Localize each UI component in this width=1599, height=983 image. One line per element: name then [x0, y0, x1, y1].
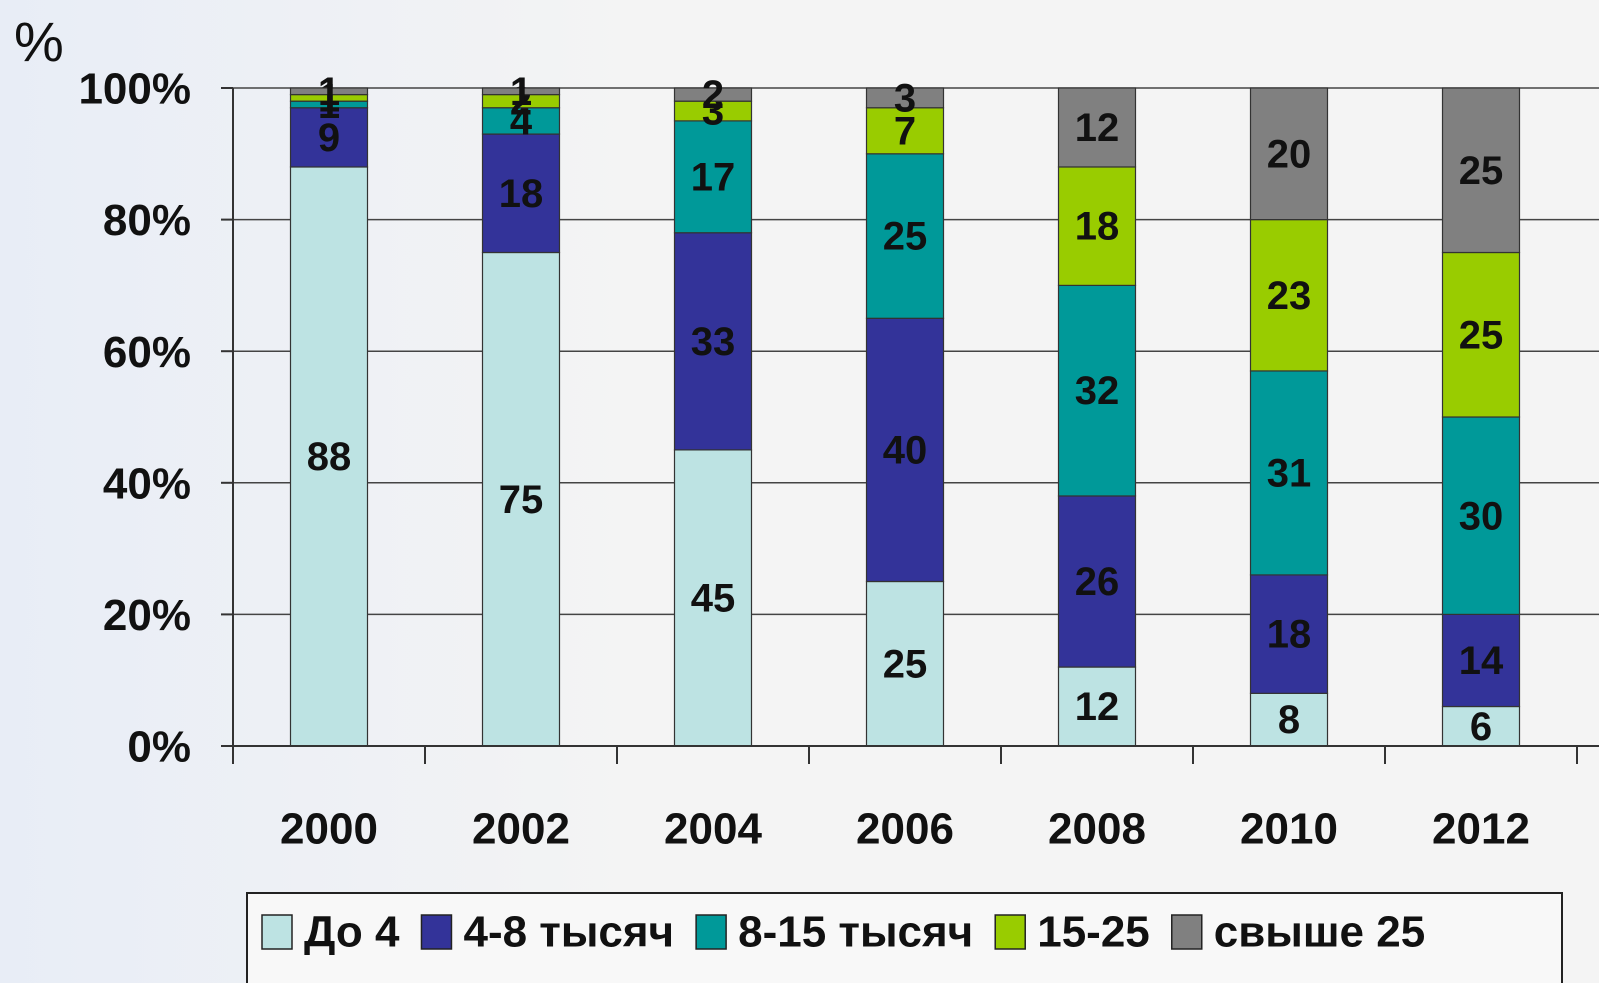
legend-label: свыше 25 — [1214, 908, 1425, 957]
bar-segment — [1057, 284, 1137, 497]
x-tick-label: 2002 — [472, 805, 570, 854]
legend-swatch — [994, 914, 1026, 950]
y-tick-label: 20% — [103, 591, 191, 640]
legend-swatch — [1171, 914, 1203, 950]
data-label: 25 — [1459, 313, 1504, 357]
data-label: 18 — [1075, 205, 1120, 249]
data-label: 12 — [1075, 685, 1120, 729]
bar-segment — [481, 107, 561, 135]
data-label: 14 — [1459, 639, 1504, 683]
bar-segment — [865, 87, 945, 109]
data-label: 6 — [1470, 705, 1492, 749]
bar-segment — [1441, 613, 1521, 708]
data-label: 25 — [883, 642, 928, 686]
data-label: 2 — [702, 73, 724, 117]
legend-swatch — [420, 914, 453, 950]
legend-label: До 4 — [304, 908, 400, 957]
data-label: 75 — [499, 478, 544, 522]
data-label: 3 — [894, 76, 916, 120]
data-label: 45 — [691, 577, 736, 621]
data-label: 23 — [1267, 274, 1312, 318]
data-label: 18 — [499, 172, 544, 216]
data-label: 8 — [1278, 698, 1300, 742]
data-label: 4 — [510, 99, 533, 143]
x-tick-label: 2006 — [856, 805, 954, 854]
data-label: 7 — [894, 109, 916, 153]
bar-segment — [1441, 416, 1521, 615]
bar-segment — [1441, 251, 1521, 418]
bar-segment — [1249, 370, 1329, 576]
bar-segment — [481, 251, 561, 747]
bar-segment — [1441, 705, 1521, 747]
legend-label: 4-8 тысяч — [463, 908, 674, 957]
bar-segment — [289, 87, 369, 96]
data-label: 1 — [510, 70, 532, 114]
bar-segment — [1441, 87, 1521, 254]
data-label: 25 — [1459, 149, 1504, 193]
bar-segment — [865, 580, 945, 747]
data-label: 26 — [1075, 560, 1120, 604]
bar-segment — [673, 87, 753, 102]
data-label: 18 — [1267, 613, 1312, 657]
legend-label: 15-25 — [1037, 908, 1150, 957]
bar-segment — [865, 317, 945, 583]
legend-swatch — [261, 914, 293, 950]
bar-segment — [673, 232, 753, 451]
x-tick-label: 2004 — [664, 805, 762, 854]
data-label: 30 — [1459, 494, 1504, 538]
bar-segment — [1249, 219, 1329, 372]
data-label: 9 — [318, 116, 340, 160]
legend-label: 8-15 тысяч — [738, 908, 973, 957]
bar-segment — [673, 449, 753, 747]
y-tick-label: 80% — [103, 196, 191, 245]
x-tick-label: 2012 — [1432, 805, 1530, 854]
bar-segment — [1057, 87, 1137, 168]
y-tick-label: 100% — [78, 65, 191, 114]
bar-segment — [1249, 87, 1329, 221]
data-label: 25 — [883, 215, 928, 259]
bar-segment — [1057, 495, 1137, 668]
legend-swatch — [695, 914, 727, 950]
bar-segment — [865, 153, 945, 319]
legend-box — [246, 892, 1563, 983]
bar-segment — [1249, 692, 1329, 747]
data-label: 12 — [1075, 106, 1120, 150]
data-label: 88 — [307, 435, 352, 479]
y-tick-label: 60% — [103, 328, 191, 377]
data-label: 40 — [883, 428, 928, 472]
bar-segment — [1249, 574, 1329, 694]
bar-segment — [1057, 666, 1137, 747]
bar-segment — [1057, 166, 1137, 287]
data-label: 20 — [1267, 132, 1312, 176]
data-label: 17 — [691, 155, 736, 199]
x-tick-label: 2000 — [280, 805, 378, 854]
y-tick-label: 0% — [127, 723, 191, 772]
data-label: 33 — [691, 320, 736, 364]
y-tick-label: 40% — [103, 459, 191, 508]
bar-segment — [673, 120, 753, 234]
data-label: 1 — [318, 70, 340, 114]
x-tick-label: 2008 — [1048, 805, 1146, 854]
bar-segment — [481, 87, 561, 96]
y-axis-label: % — [14, 10, 64, 73]
data-label: 31 — [1267, 451, 1312, 495]
data-label: 32 — [1075, 369, 1120, 413]
x-tick-label: 2010 — [1240, 805, 1338, 854]
